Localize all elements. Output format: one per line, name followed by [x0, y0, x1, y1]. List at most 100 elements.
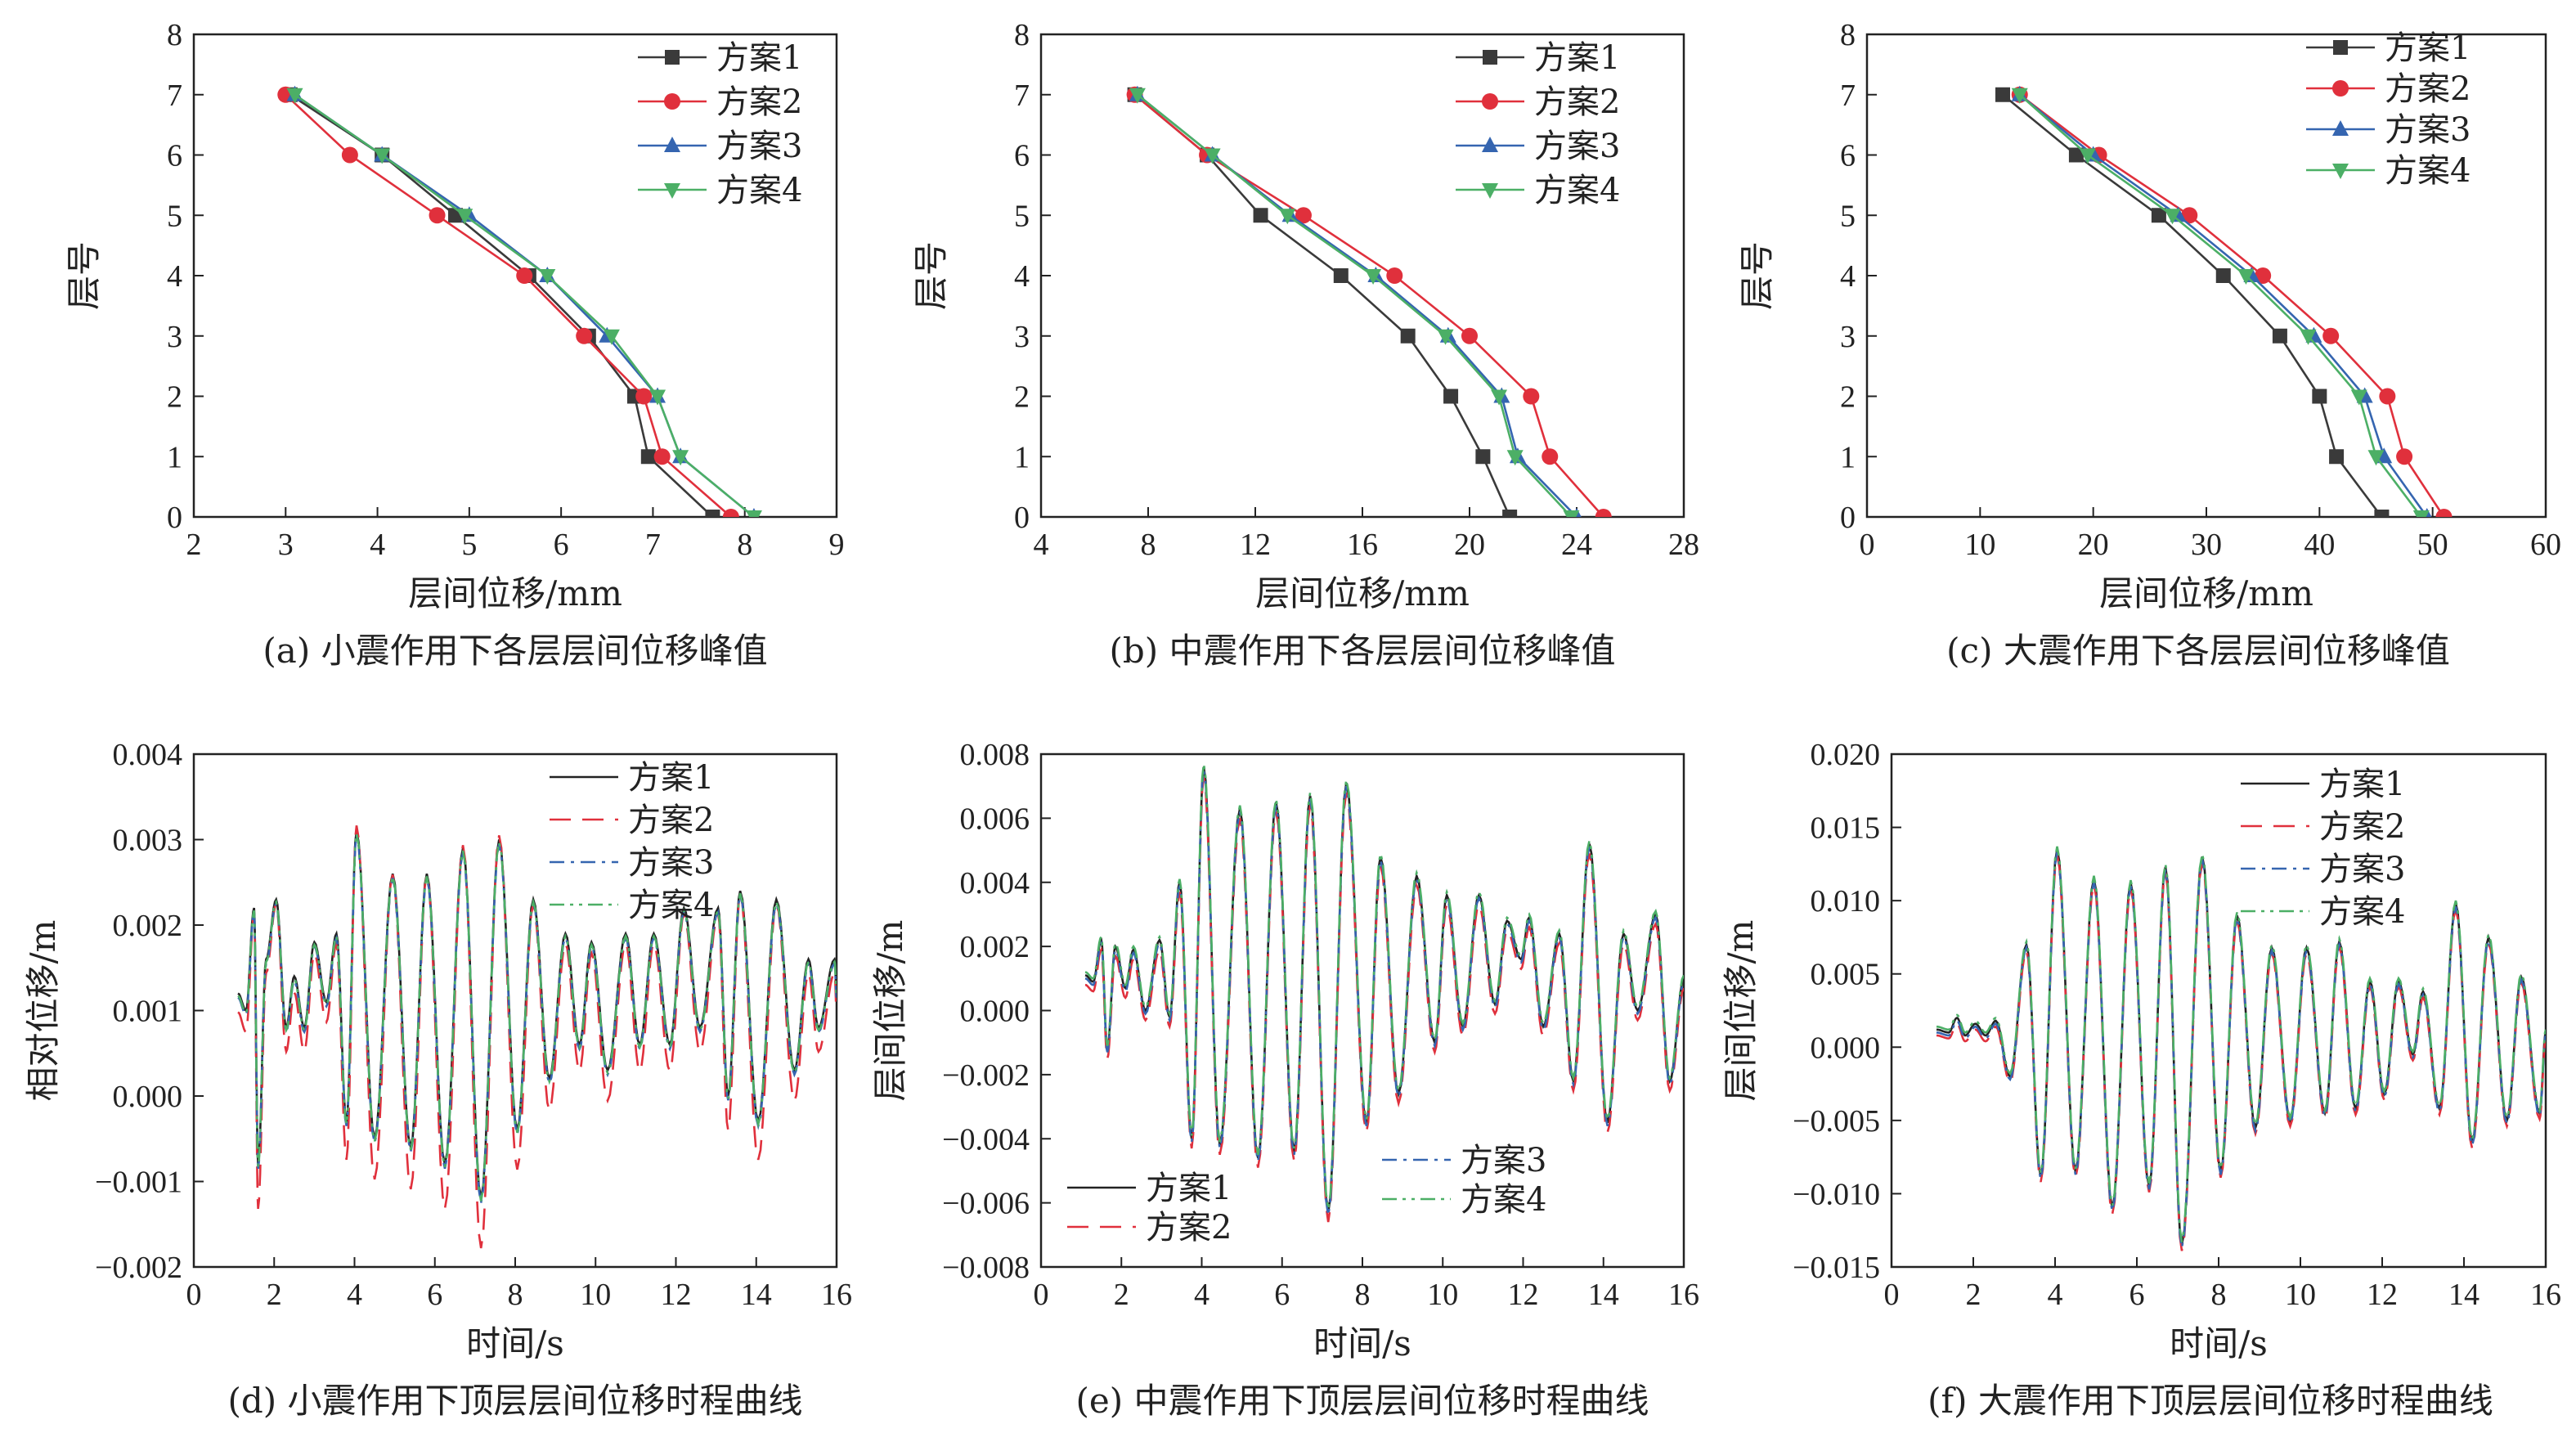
data-point: [1563, 510, 1580, 517]
y-tick-label: 4: [1014, 259, 1030, 294]
legend-label: 方案2: [1146, 1209, 1232, 1247]
data-point: [1253, 208, 1268, 223]
data-point: [1386, 267, 1403, 284]
x-tick-label: 0: [1884, 1278, 1900, 1312]
x-tick-label: 6: [1274, 1278, 1290, 1312]
legend-item: 方案4: [1456, 172, 1620, 209]
legend-item: 方案3: [1456, 128, 1620, 165]
x-tick-label: 30: [2191, 528, 2222, 562]
data-point: [2412, 510, 2430, 517]
series-line-4: [1084, 763, 1684, 1210]
data-point: [722, 509, 739, 517]
x-tick-label: 5: [461, 528, 477, 562]
legend-label: 方案3: [628, 844, 714, 882]
data-point: [576, 327, 593, 344]
series-2: [277, 86, 739, 517]
figure-caption: (f) 大震作用下顶层层间位移时程曲线: [1928, 1381, 2493, 1421]
legend-item: 方案1: [2241, 766, 2405, 803]
y-axis-label: 层号: [64, 241, 104, 310]
legend-swatch-marker: [664, 183, 680, 199]
y-tick-label: 1: [167, 440, 182, 474]
legend-label: 方案2: [2385, 70, 2471, 108]
data-point: [2068, 147, 2084, 163]
y-tick-label: 7: [1014, 79, 1030, 113]
x-tick-label: 8: [1141, 528, 1156, 562]
legend-label: 方案3: [1461, 1142, 1546, 1179]
data-point: [2011, 88, 2028, 104]
figure-caption: (d) 小震作用下顶层层间位移时程曲线: [227, 1381, 802, 1421]
data-point: [640, 449, 656, 465]
series-1: [1995, 87, 2390, 517]
data-point: [1129, 88, 1146, 104]
chart-panel-c: 0 10 20 30 40 50 60 0 1 2 3 4 5 6 7 8 层间位移/mm 层号 (c) 大震作用下…: [1737, 18, 2561, 671]
legend-label: 方案4: [716, 172, 802, 209]
x-tick-label: 60: [2530, 528, 2561, 562]
plot-area: [1084, 763, 1684, 1223]
plot-area: [237, 825, 837, 1249]
y-tick-label: 0.008: [960, 738, 1030, 772]
series-line-2: [1084, 776, 1684, 1223]
x-tick-label: 10: [580, 1278, 611, 1312]
legend-label: 方案1: [716, 39, 802, 77]
x-tick-label: 6: [427, 1278, 442, 1312]
x-tick-label: 16: [821, 1278, 852, 1312]
x-tick-label: 20: [1454, 528, 1485, 562]
data-point: [2312, 389, 2327, 404]
y-tick-label: 0: [1014, 501, 1030, 535]
data-point: [539, 269, 556, 285]
data-point: [2272, 328, 2287, 344]
x-tick-label: 2: [1114, 1278, 1129, 1312]
series-line-3: [237, 835, 837, 1203]
plot-area: [1126, 85, 1612, 517]
plot-area: [1936, 846, 2546, 1251]
x-tick-label: 2: [267, 1278, 282, 1312]
x-tick-label: 4: [1034, 528, 1049, 562]
data-point: [1443, 389, 1459, 404]
x-tick-label: 16: [1668, 1278, 1699, 1312]
x-tick-label: 16: [2530, 1278, 2561, 1312]
y-tick-label: 0.003: [113, 824, 183, 858]
y-tick-label: 0: [167, 501, 182, 535]
data-point: [1437, 329, 1454, 345]
data-point: [2300, 329, 2317, 345]
y-tick-label: 0.000: [960, 995, 1030, 1029]
data-point: [2151, 208, 2166, 223]
y-tick-label: 0.000: [1811, 1031, 1881, 1065]
y-tick-label: 6: [1014, 139, 1030, 173]
legend: 方案1 方案2 方案3 方案4: [638, 39, 802, 209]
figure-caption: (e) 中震作用下顶层层间位移时程曲线: [1076, 1381, 1649, 1421]
y-tick-label: 8: [167, 18, 182, 52]
x-tick-label: 8: [2211, 1278, 2227, 1312]
x-tick-label: 10: [1964, 528, 1995, 562]
data-point: [1502, 510, 1518, 517]
legend-swatch-marker: [2332, 120, 2349, 136]
chart-panel-d: 0 2 4 6 8 10 12 14 16 −0.002 −0.001 0.000 0.001 0.002…: [23, 738, 852, 1421]
series-line-2: [2019, 93, 2445, 517]
data-point: [456, 209, 473, 225]
data-point: [2215, 268, 2231, 283]
data-point: [2181, 207, 2198, 224]
chart-panel-e: 0 2 4 6 8 10 12 14 16 −0.008 −0.006 −0.004 −0.002 0.0…: [870, 738, 1699, 1421]
y-tick-label: 0.001: [113, 995, 183, 1029]
series-line-4: [1936, 846, 2546, 1242]
x-tick-label: 4: [370, 528, 385, 562]
data-point: [745, 510, 762, 517]
x-tick-label: 10: [1427, 1278, 1458, 1312]
y-axis-label: 层间位移/m: [1721, 920, 1761, 1102]
x-tick-label: 8: [508, 1278, 523, 1312]
data-point: [1595, 509, 1612, 517]
series-line-3: [2018, 93, 2428, 517]
x-tick-label: 12: [661, 1278, 692, 1312]
data-point: [2079, 148, 2096, 164]
legend-label: 方案4: [2385, 152, 2471, 190]
y-axis-label: 相对位移/m: [23, 920, 63, 1102]
legend-label: 方案1: [2319, 766, 2405, 803]
data-point: [1475, 449, 1491, 465]
chart-panel-a: 2 3 4 5 6 7 8 9 0 1 2 3 4 5 6 7 8 层间位移/mm 层号 (a) 小震作用下各层层间位…: [64, 18, 845, 671]
x-tick-label: 28: [1668, 528, 1699, 562]
series-line-1: [2002, 93, 2383, 517]
legend-swatch-marker: [665, 50, 680, 65]
x-tick-label: 24: [1561, 528, 1592, 562]
data-point: [429, 207, 446, 224]
series-1: [1127, 87, 1518, 517]
